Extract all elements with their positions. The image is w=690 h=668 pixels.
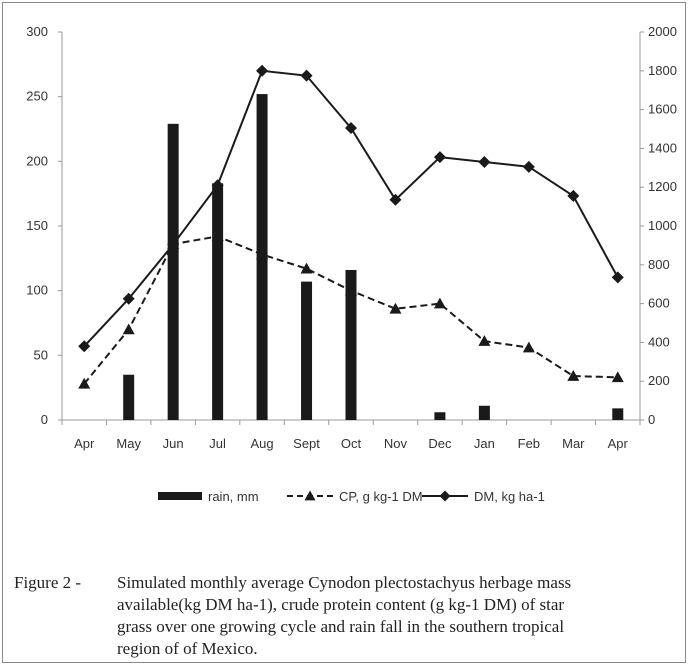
legend-rain-label: rain, mm: [208, 489, 259, 504]
x-tick-label: Mar: [562, 436, 585, 451]
cp-point: [256, 248, 269, 260]
cp-point: [433, 297, 446, 309]
cp-point: [300, 262, 313, 274]
dm-point: [78, 340, 91, 353]
right-tick-label: 2000: [648, 24, 677, 39]
left-tick-label: 250: [26, 89, 48, 104]
rain-bar: [434, 412, 446, 420]
left-tick-label: 200: [26, 153, 48, 168]
chart: 0 50 100 150 200 250 300 0 200 400 600 800 1000 1200 1…: [26, 24, 677, 504]
dm-point: [122, 292, 135, 305]
caption-line: available(kg DM ha-1), crude protein con…: [117, 595, 565, 614]
x-tick-label: Apr: [74, 436, 95, 451]
right-tick-label: 200: [648, 373, 670, 388]
left-tick-label: 300: [26, 24, 48, 39]
rain-bar: [478, 405, 490, 420]
left-tick-label: 100: [26, 283, 48, 298]
legend-cp-marker: [304, 490, 316, 501]
cp-point: [345, 284, 357, 296]
right-tick-label: 1400: [648, 140, 677, 155]
cp-point: [522, 341, 535, 353]
dm-point: [433, 151, 446, 164]
rain-bar: [612, 408, 624, 420]
rain-bar: [212, 183, 224, 420]
left-tick-label: 0: [41, 412, 48, 427]
dm-point: [345, 122, 357, 135]
dm-point: [300, 69, 313, 82]
right-tick-label: 0: [648, 412, 655, 427]
right-tick-label: 1200: [648, 179, 677, 194]
right-tick-label: 1000: [648, 218, 677, 233]
caption-line: Simulated monthly average Cynodon plecto…: [117, 573, 572, 592]
x-tick-label: Feb: [518, 436, 540, 451]
rain-bar: [123, 374, 135, 420]
right-tick-label: 1600: [648, 102, 677, 117]
legend-dm-marker: [439, 490, 451, 502]
x-tick-label: Jan: [474, 436, 495, 451]
right-tick-label: 1800: [648, 63, 677, 78]
cp-point: [211, 230, 224, 242]
legend-rain-swatch: [158, 492, 202, 500]
x-tick-label: Oct: [341, 436, 362, 451]
cp-point: [122, 323, 135, 335]
legend-dm-label: DM, kg ha-1: [474, 489, 545, 504]
x-tick-label: Dec: [428, 436, 452, 451]
dm-point: [522, 160, 535, 173]
left-tick-label: 150: [26, 218, 48, 233]
left-tick-label: 50: [34, 347, 48, 362]
x-tick-label: Apr: [608, 436, 629, 451]
cp-point: [567, 370, 580, 381]
right-tick-label: 600: [648, 296, 670, 311]
cp-point: [611, 371, 624, 383]
rain-bar: [167, 123, 179, 421]
x-tick-label: May: [116, 436, 141, 451]
x-tick-label: Jun: [163, 436, 184, 451]
x-tick-label: Sept: [293, 436, 320, 451]
rain-bar: [301, 281, 313, 420]
dm-point: [567, 189, 580, 202]
cp-point: [389, 302, 402, 314]
dm-point: [256, 64, 269, 77]
x-tick-label: Nov: [384, 436, 408, 451]
cp-point: [78, 377, 91, 389]
x-tick-label: Aug: [251, 436, 274, 451]
dm-point: [211, 179, 224, 192]
legend-cp-label: CP, g kg-1 DM: [339, 489, 423, 504]
caption-line: region of of Mexico.: [117, 639, 258, 658]
caption-line: grass over one growing cycle and rain fa…: [117, 617, 565, 636]
dm-point: [611, 271, 624, 284]
dm-point: [478, 155, 491, 168]
dm-point: [167, 238, 180, 251]
right-tick-label: 400: [648, 334, 670, 349]
x-tick-label: Jul: [209, 436, 226, 451]
rain-bar: [345, 269, 357, 420]
cp-point: [478, 335, 491, 346]
caption-label: Figure 2 -: [14, 573, 82, 592]
dm-point: [389, 193, 402, 206]
right-tick-label: 800: [648, 257, 670, 272]
